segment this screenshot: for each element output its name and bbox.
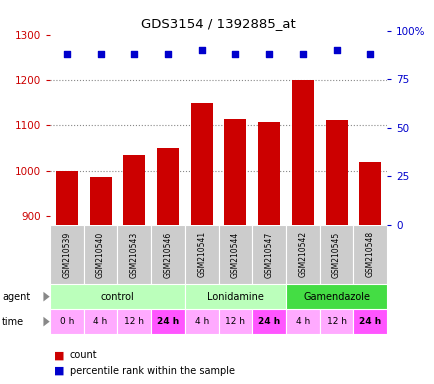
Bar [50,284,184,309]
Bar [286,225,319,284]
Text: GSM210540: GSM210540 [96,231,105,278]
Bar [157,148,178,225]
Bar [319,225,353,284]
Point [131,51,138,57]
Text: percentile rank within the sample: percentile rank within the sample [69,366,234,376]
Bar [258,122,279,225]
Bar [184,225,218,284]
Bar [117,309,151,334]
Bar [151,309,184,334]
Text: GSM210544: GSM210544 [230,231,240,278]
Text: GSM210547: GSM210547 [264,231,273,278]
Bar [353,225,386,284]
Text: 4 h: 4 h [295,317,309,326]
Text: GSM210548: GSM210548 [365,231,374,278]
Bar [123,155,145,225]
Bar [50,225,83,284]
Bar [84,225,117,284]
Text: ■: ■ [54,350,65,360]
Point [63,51,70,57]
Bar [50,309,83,334]
Bar [224,119,246,225]
Bar [358,162,380,225]
Bar [184,309,218,334]
Bar [325,120,347,225]
Point [198,47,205,53]
Point [265,51,272,57]
Text: 24 h: 24 h [257,317,279,326]
Point [366,51,373,57]
Text: Gamendazole: Gamendazole [302,291,369,302]
Text: time: time [2,316,24,327]
Text: GSM210542: GSM210542 [298,231,307,278]
Point [164,51,171,57]
Polygon shape [43,292,49,301]
Polygon shape [43,317,49,326]
Text: agent: agent [2,291,30,302]
Point [97,51,104,57]
Text: 24 h: 24 h [358,317,381,326]
Bar [84,309,117,334]
Text: 12 h: 12 h [124,317,144,326]
Text: GSM210546: GSM210546 [163,231,172,278]
Bar [286,309,319,334]
Text: Lonidamine: Lonidamine [207,291,263,302]
Bar [252,225,286,284]
Bar [89,177,111,225]
Bar [191,103,212,225]
Text: control: control [100,291,134,302]
Text: GSM210541: GSM210541 [197,231,206,278]
Bar [319,309,353,334]
Bar [252,309,286,334]
Text: ■: ■ [54,366,65,376]
Text: 24 h: 24 h [157,317,179,326]
Bar [184,284,286,309]
Bar [151,225,184,284]
Text: 4 h: 4 h [93,317,108,326]
Point [231,51,238,57]
Point [299,51,306,57]
Text: 4 h: 4 h [194,317,208,326]
Bar [291,80,313,225]
Bar [353,309,386,334]
Bar [218,309,252,334]
Title: GDS3154 / 1392885_at: GDS3154 / 1392885_at [141,17,295,30]
Bar [56,170,78,225]
Text: GSM210545: GSM210545 [331,231,340,278]
Text: 12 h: 12 h [326,317,346,326]
Text: 0 h: 0 h [59,317,74,326]
Text: GSM210543: GSM210543 [129,231,138,278]
Point [332,47,339,53]
Text: GSM210539: GSM210539 [62,231,71,278]
Bar [286,284,386,309]
Text: 12 h: 12 h [225,317,245,326]
Bar [218,225,252,284]
Text: count: count [69,350,97,360]
Bar [117,225,151,284]
